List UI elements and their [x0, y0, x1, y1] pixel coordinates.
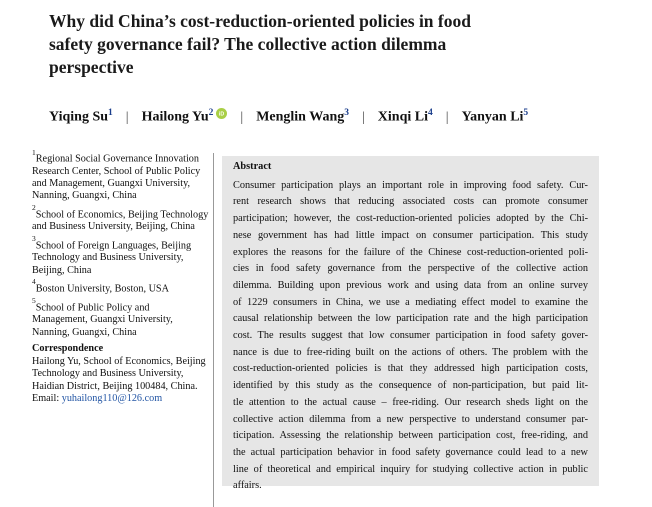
- svg-text:iD: iD: [219, 111, 224, 117]
